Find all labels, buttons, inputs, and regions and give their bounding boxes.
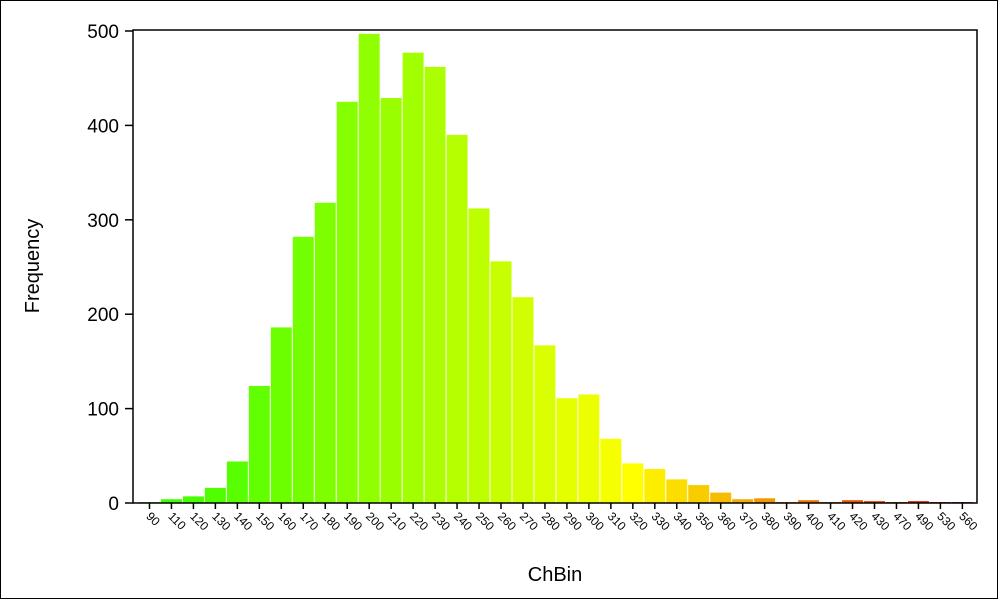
x-tick-label: 370 (737, 509, 761, 533)
bar-190 (336, 101, 358, 504)
bar-380 (754, 498, 776, 503)
bar-490 (907, 501, 929, 503)
y-axis: 0 100 200 300 400 500 (87, 22, 133, 515)
y-tick-label: 300 (87, 211, 119, 232)
x-tick-label: 270 (517, 509, 541, 533)
bar-220 (402, 52, 424, 503)
bar-320 (622, 463, 644, 503)
x-tick-label: 120 (187, 509, 211, 533)
x-tick-label: 340 (671, 509, 695, 533)
x-tick-label: 230 (429, 509, 453, 533)
bar-370 (732, 499, 754, 503)
bar-400 (798, 500, 820, 503)
x-tick-label: 90 (143, 509, 163, 529)
x-tick-label: 210 (385, 509, 409, 533)
bar-310 (600, 438, 622, 503)
x-tick-label: 200 (363, 509, 387, 533)
bar-280 (534, 345, 556, 503)
y-tick-label: 400 (87, 116, 119, 137)
x-tick-label: 160 (275, 509, 299, 533)
bars (139, 33, 973, 504)
bar-210 (380, 98, 402, 504)
x-tick-label: 150 (253, 509, 277, 533)
bar-150 (248, 385, 270, 503)
bar-260 (490, 261, 512, 503)
x-axis-label: ChBin (528, 564, 582, 586)
bar-360 (710, 492, 732, 503)
bar-300 (578, 394, 600, 503)
x-tick-label: 360 (715, 509, 739, 533)
x-tick-label: 110 (165, 509, 189, 533)
x-tick-label: 320 (627, 509, 651, 533)
bar-350 (688, 485, 710, 503)
x-tick-label: 390 (780, 509, 804, 533)
x-tick-label: 130 (209, 509, 233, 533)
x-tick-label: 250 (473, 509, 497, 533)
x-tick-label: 470 (890, 509, 914, 533)
x-tick-label: 290 (561, 509, 585, 533)
bar-160 (270, 327, 292, 503)
x-tick-label: 530 (934, 509, 958, 533)
x-tick-label: 240 (451, 509, 475, 533)
x-tick-label: 180 (319, 509, 343, 533)
x-tick-label: 430 (868, 509, 892, 533)
y-tick-label: 100 (87, 400, 119, 421)
bar-240 (446, 134, 468, 503)
bar-270 (512, 297, 534, 503)
bar-330 (644, 469, 666, 503)
x-tick-label: 350 (693, 509, 717, 533)
y-tick-label: 0 (108, 494, 119, 515)
x-tick-label: 190 (341, 509, 365, 533)
x-tick-label: 220 (407, 509, 431, 533)
y-tick-label: 500 (87, 22, 119, 43)
x-tick-label: 380 (759, 509, 783, 533)
bar-200 (358, 33, 380, 503)
x-tick-label: 410 (824, 509, 848, 533)
x-tick-label: 310 (605, 509, 629, 533)
x-axis: 90 11012013014015016017018019020021022023… (143, 503, 981, 534)
x-tick-label: 280 (539, 509, 563, 533)
x-tick-label: 400 (802, 509, 826, 533)
plot-area-border (132, 29, 978, 504)
bar-430 (864, 501, 885, 503)
bar-110 (160, 499, 182, 503)
x-tick-label: 300 (583, 509, 607, 533)
x-tick-label: 420 (846, 509, 870, 533)
bar-230 (424, 66, 446, 503)
bar-340 (666, 479, 688, 503)
x-tick-label: 490 (912, 509, 936, 533)
x-tick-label: 260 (495, 509, 519, 533)
bar-130 (204, 487, 226, 503)
bar-120 (182, 496, 204, 503)
bar-420 (842, 500, 864, 503)
x-tick-label: 560 (956, 509, 980, 533)
bar-180 (314, 202, 336, 504)
bar-290 (556, 398, 578, 503)
x-tick-label: 140 (231, 509, 255, 533)
x-tick-label: 170 (297, 509, 321, 533)
y-tick-label: 200 (87, 305, 119, 326)
bar-170 (292, 236, 314, 504)
bar-250 (468, 208, 490, 504)
x-tick-label: 330 (649, 509, 673, 533)
y-axis-label: Frequency (22, 219, 44, 314)
bar-140 (226, 461, 248, 503)
